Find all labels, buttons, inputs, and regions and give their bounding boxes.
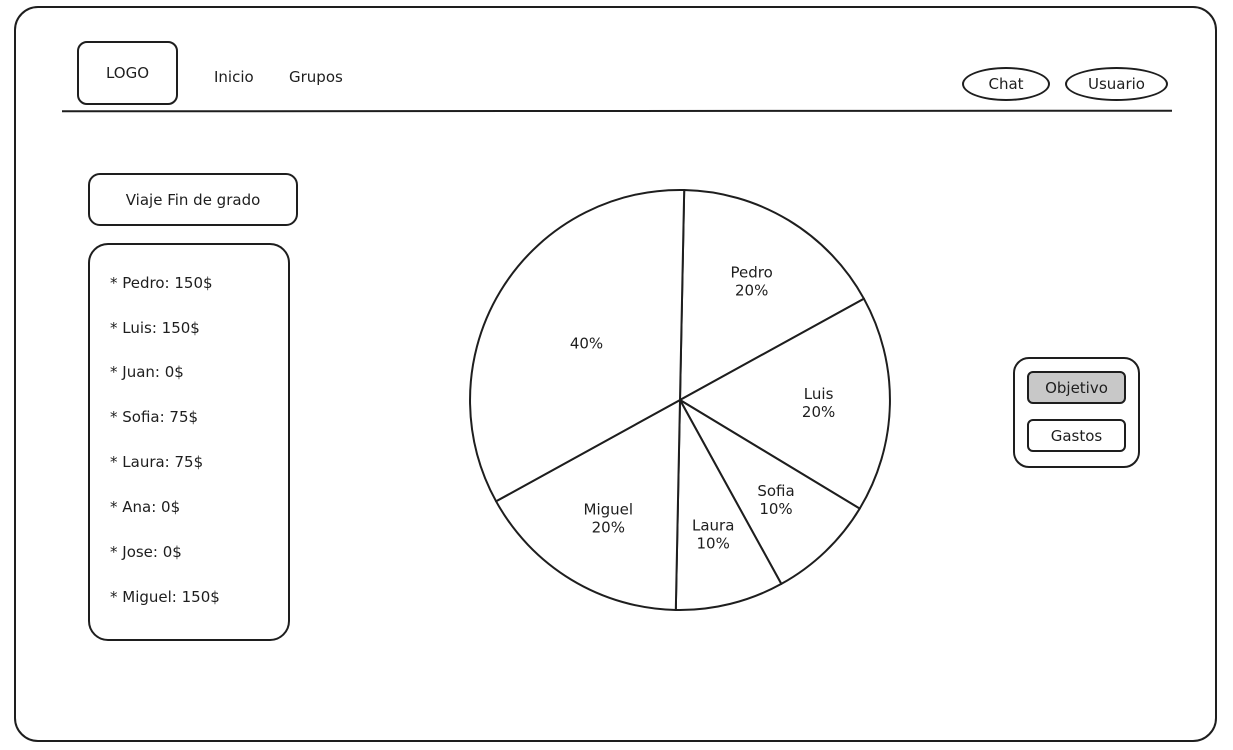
list-item: * Miguel: 150$ xyxy=(110,588,220,606)
pie-slice-miguel xyxy=(495,399,681,611)
pie-slice-laura xyxy=(674,399,783,612)
logo[interactable]: LOGO xyxy=(77,41,178,105)
members-list: * Pedro: 150$ * Luis: 150$ * Juan: 0$ * … xyxy=(88,243,290,641)
expenses-button-label: Gastos xyxy=(1050,426,1103,445)
pie-slice-label: Laura 10% xyxy=(692,517,734,553)
list-item: * Ana: 0$ xyxy=(110,498,181,516)
pie-chart-svg: Pedro 20% Luis 20% Sofia 10% Laura 10% Miguel 20%… xyxy=(469,188,891,612)
chat-button-label: Chat xyxy=(988,75,1024,93)
pie-slice-sofia xyxy=(679,399,861,585)
pie-slice-other xyxy=(469,188,686,503)
group-title-label: Viaje Fin de grado xyxy=(125,190,261,209)
list-item: * Sofia: 75$ xyxy=(110,408,199,426)
pie-slice-label: Sofia 10% xyxy=(757,482,794,518)
user-button[interactable]: Usuario xyxy=(1065,67,1168,101)
nav-inicio[interactable]: Inicio xyxy=(214,68,254,86)
chat-button[interactable]: Chat xyxy=(962,67,1050,101)
pie-slice-pedro xyxy=(679,189,865,401)
pie-slice-label: Pedro 20% xyxy=(731,263,773,299)
list-item: * Juan: 0$ xyxy=(110,363,184,381)
group-title-button[interactable]: Viaje Fin de grado xyxy=(88,173,298,226)
list-item: * Jose: 0$ xyxy=(110,543,182,561)
objective-button-label: Objetivo xyxy=(1045,378,1108,397)
pie-slice-label: Luis 20% xyxy=(802,385,835,421)
logo-text: LOGO xyxy=(105,64,150,82)
pie-slice-label: 40% xyxy=(570,335,603,353)
expenses-button[interactable]: Gastos xyxy=(1027,419,1126,452)
list-item: * Luis: 150$ xyxy=(110,319,200,337)
nav-grupos[interactable]: Grupos xyxy=(289,68,343,86)
user-button-label: Usuario xyxy=(1087,75,1145,93)
pie-chart: Pedro 20% Luis 20% Sofia 10% Laura 10% Miguel 20%… xyxy=(460,180,900,630)
window-frame xyxy=(14,6,1217,742)
objective-button[interactable]: Objetivo xyxy=(1027,371,1126,404)
list-item: * Laura: 75$ xyxy=(110,453,204,471)
pie-slice-luis xyxy=(679,297,891,510)
view-switcher: Objetivo Gastos xyxy=(1013,357,1140,468)
pie-slice-label: Miguel 20% xyxy=(584,501,634,537)
list-item: * Pedro: 150$ xyxy=(110,274,213,292)
